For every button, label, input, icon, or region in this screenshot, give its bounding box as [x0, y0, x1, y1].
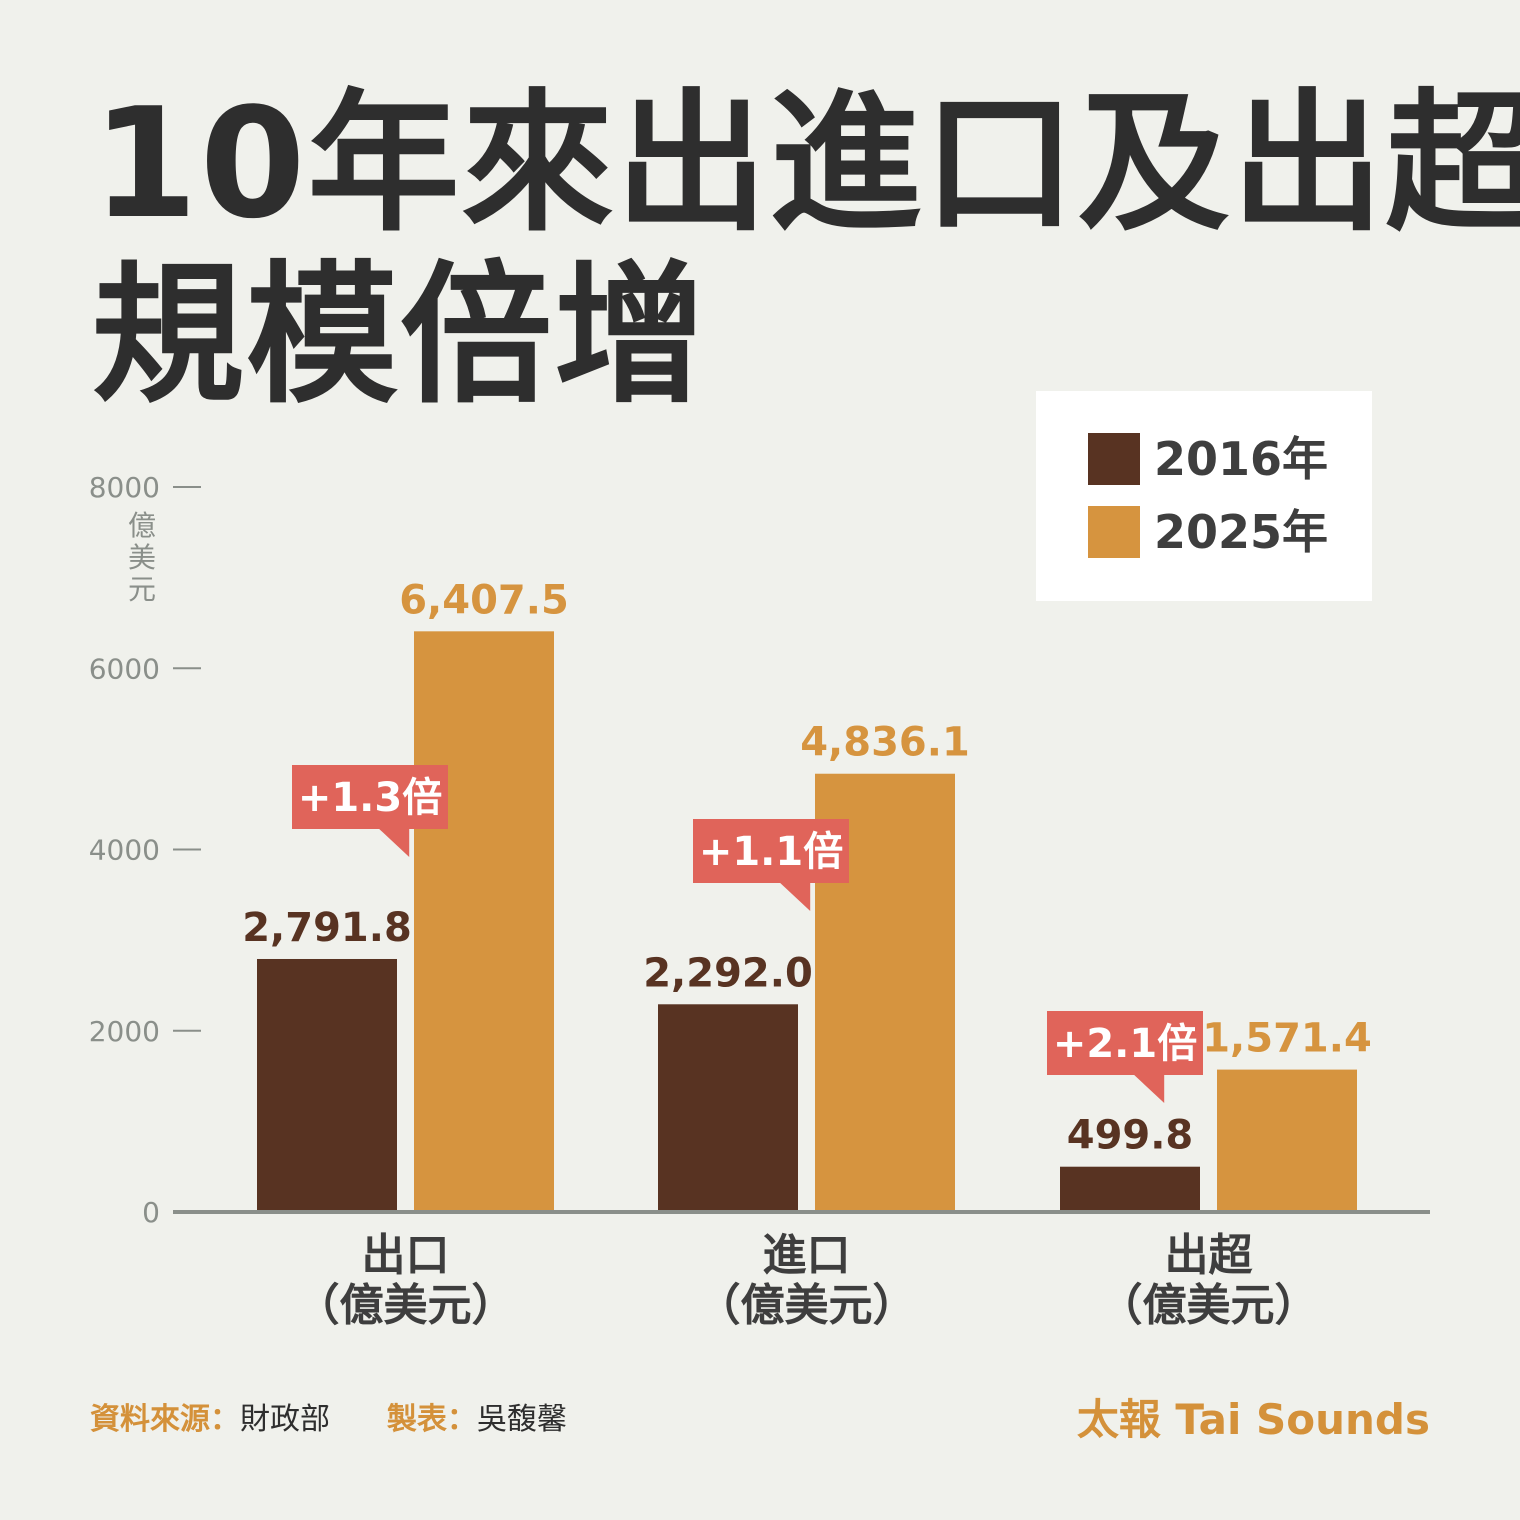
chart-title-line-2: 規模倍增	[92, 247, 708, 424]
growth-label-1: +1.1倍	[699, 829, 843, 875]
growth-callout-0	[292, 765, 448, 857]
data-label-0-1: 2,292.0	[643, 950, 813, 996]
y-axis-label-char: 美	[128, 541, 156, 574]
y-axis-label-char: 億	[128, 509, 156, 542]
bar-1-0	[414, 631, 554, 1212]
bar-0-2	[1060, 1166, 1200, 1212]
legend-swatch-2025	[1088, 506, 1140, 558]
source-key: 資料來源：	[90, 1402, 240, 1437]
growth-callout-2	[1047, 1011, 1203, 1103]
footer-credits: 資料來源：財政部 製表：吳馥馨	[90, 1394, 567, 1438]
chart-title-line-1: 10年來出進口及出超	[92, 75, 1520, 252]
legend-label-2016: 2016年	[1154, 432, 1329, 486]
y-tick-label-2000: 2000	[89, 1015, 160, 1048]
data-label-1-0: 6,407.5	[399, 577, 569, 623]
data-label-0-2: 499.8	[1067, 1113, 1194, 1159]
legend-label-2025: 2025年	[1154, 505, 1329, 559]
chart-title: 10年來出進口及出超 規模倍增	[92, 78, 1520, 422]
growth-label-2: +2.1倍	[1053, 1021, 1197, 1067]
data-label-1-2: 1,571.4	[1202, 1016, 1372, 1062]
growth-callout-1	[693, 819, 849, 911]
x-category-label-1-1: （億美元）	[697, 1280, 917, 1331]
brand-logo-text: 太報 Tai Sounds	[1076, 1395, 1430, 1444]
y-tick-label-0: 0	[142, 1196, 160, 1229]
y-axis-label-char: 元	[128, 573, 156, 606]
x-category-label-0-1: （億美元）	[296, 1280, 516, 1331]
bar-0-0	[257, 958, 397, 1212]
growth-label-0: +1.3倍	[298, 775, 442, 821]
x-category-label-2-0: 出超	[1165, 1230, 1254, 1281]
maker-value: 吳馥馨	[476, 1402, 567, 1437]
bar-0-1	[658, 1004, 798, 1212]
y-tick-label-4000: 4000	[89, 834, 160, 867]
y-tick-label-8000: 8000	[89, 471, 160, 504]
x-category-label-2-1: （億美元）	[1099, 1280, 1319, 1331]
y-tick-label-6000: 6000	[89, 652, 160, 685]
maker-key: 製表：	[386, 1402, 477, 1437]
source-value: 財政部	[240, 1402, 330, 1437]
data-label-1-1: 4,836.1	[800, 720, 970, 766]
data-label-0-0: 2,791.8	[242, 905, 412, 951]
x-category-label-1-0: 進口	[763, 1230, 851, 1281]
bar-chart: 0 2000 4000 6000 8000 億美元 2,791.8 6,407.5 +1.3倍出…	[89, 471, 1430, 1331]
legend-swatch-2016	[1088, 433, 1140, 485]
x-category-label-0-0: 出口	[362, 1230, 450, 1281]
legend: 2016年 2025年	[1036, 391, 1372, 601]
bar-1-2	[1217, 1069, 1357, 1212]
